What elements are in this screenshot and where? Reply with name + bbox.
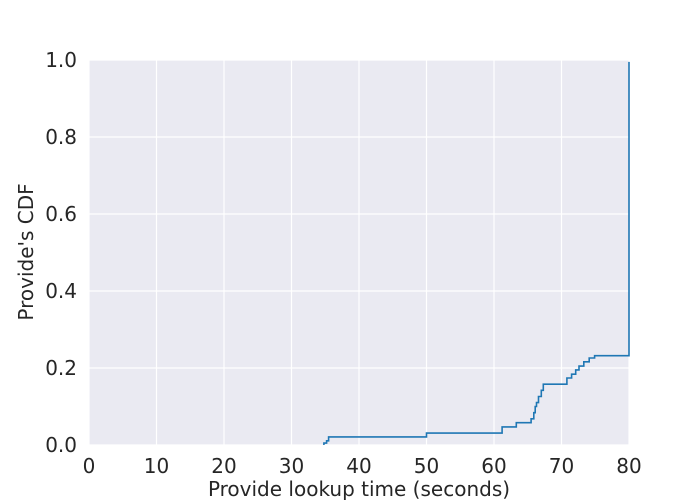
x-tick-label: 70: [549, 454, 574, 478]
y-tick-label: 0.8: [45, 125, 77, 149]
y-tick-label: 0.2: [45, 356, 77, 380]
series-layer: [323, 61, 630, 445]
x-tick-label: 20: [211, 454, 236, 478]
y-tick-label: 0.0: [45, 433, 77, 457]
x-tick-label: 30: [279, 454, 304, 478]
cdf-step-line: [323, 61, 630, 445]
y-axis-label: Provide's CDF: [14, 183, 38, 320]
x-tick-label: 40: [346, 454, 371, 478]
x-tick-label: 60: [481, 454, 506, 478]
x-tick-label: 0: [83, 454, 96, 478]
x-tick-label: 10: [144, 454, 169, 478]
y-tick-label: 1.0: [45, 48, 77, 72]
y-tick-labels: 0.0 0.2 0.4 0.6 0.8 1.0: [45, 48, 77, 457]
x-tick-label: 50: [414, 454, 439, 478]
x-axis-label: Provide lookup time (seconds): [208, 477, 510, 500]
y-tick-label: 0.4: [45, 279, 77, 303]
y-tick-label: 0.6: [45, 202, 77, 226]
x-tick-labels: 0 10 20 30 40 50 60 70 80: [83, 454, 642, 478]
x-tick-label: 80: [616, 454, 641, 478]
